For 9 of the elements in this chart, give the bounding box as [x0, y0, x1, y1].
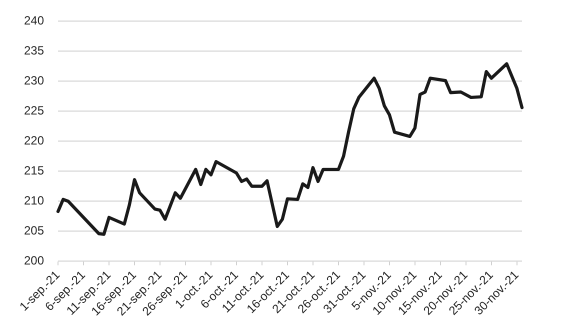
y-tick-label: 220: [24, 134, 44, 148]
y-tick-label: 230: [24, 74, 44, 88]
y-tick-label: 200: [24, 254, 44, 268]
y-tick-label: 205: [24, 224, 44, 238]
y-tick-label: 240: [24, 14, 44, 28]
y-tick-label: 225: [24, 104, 44, 118]
y-tick-label: 235: [24, 44, 44, 58]
y-tick-label: 210: [24, 194, 44, 208]
y-tick-label: 215: [24, 164, 44, 178]
